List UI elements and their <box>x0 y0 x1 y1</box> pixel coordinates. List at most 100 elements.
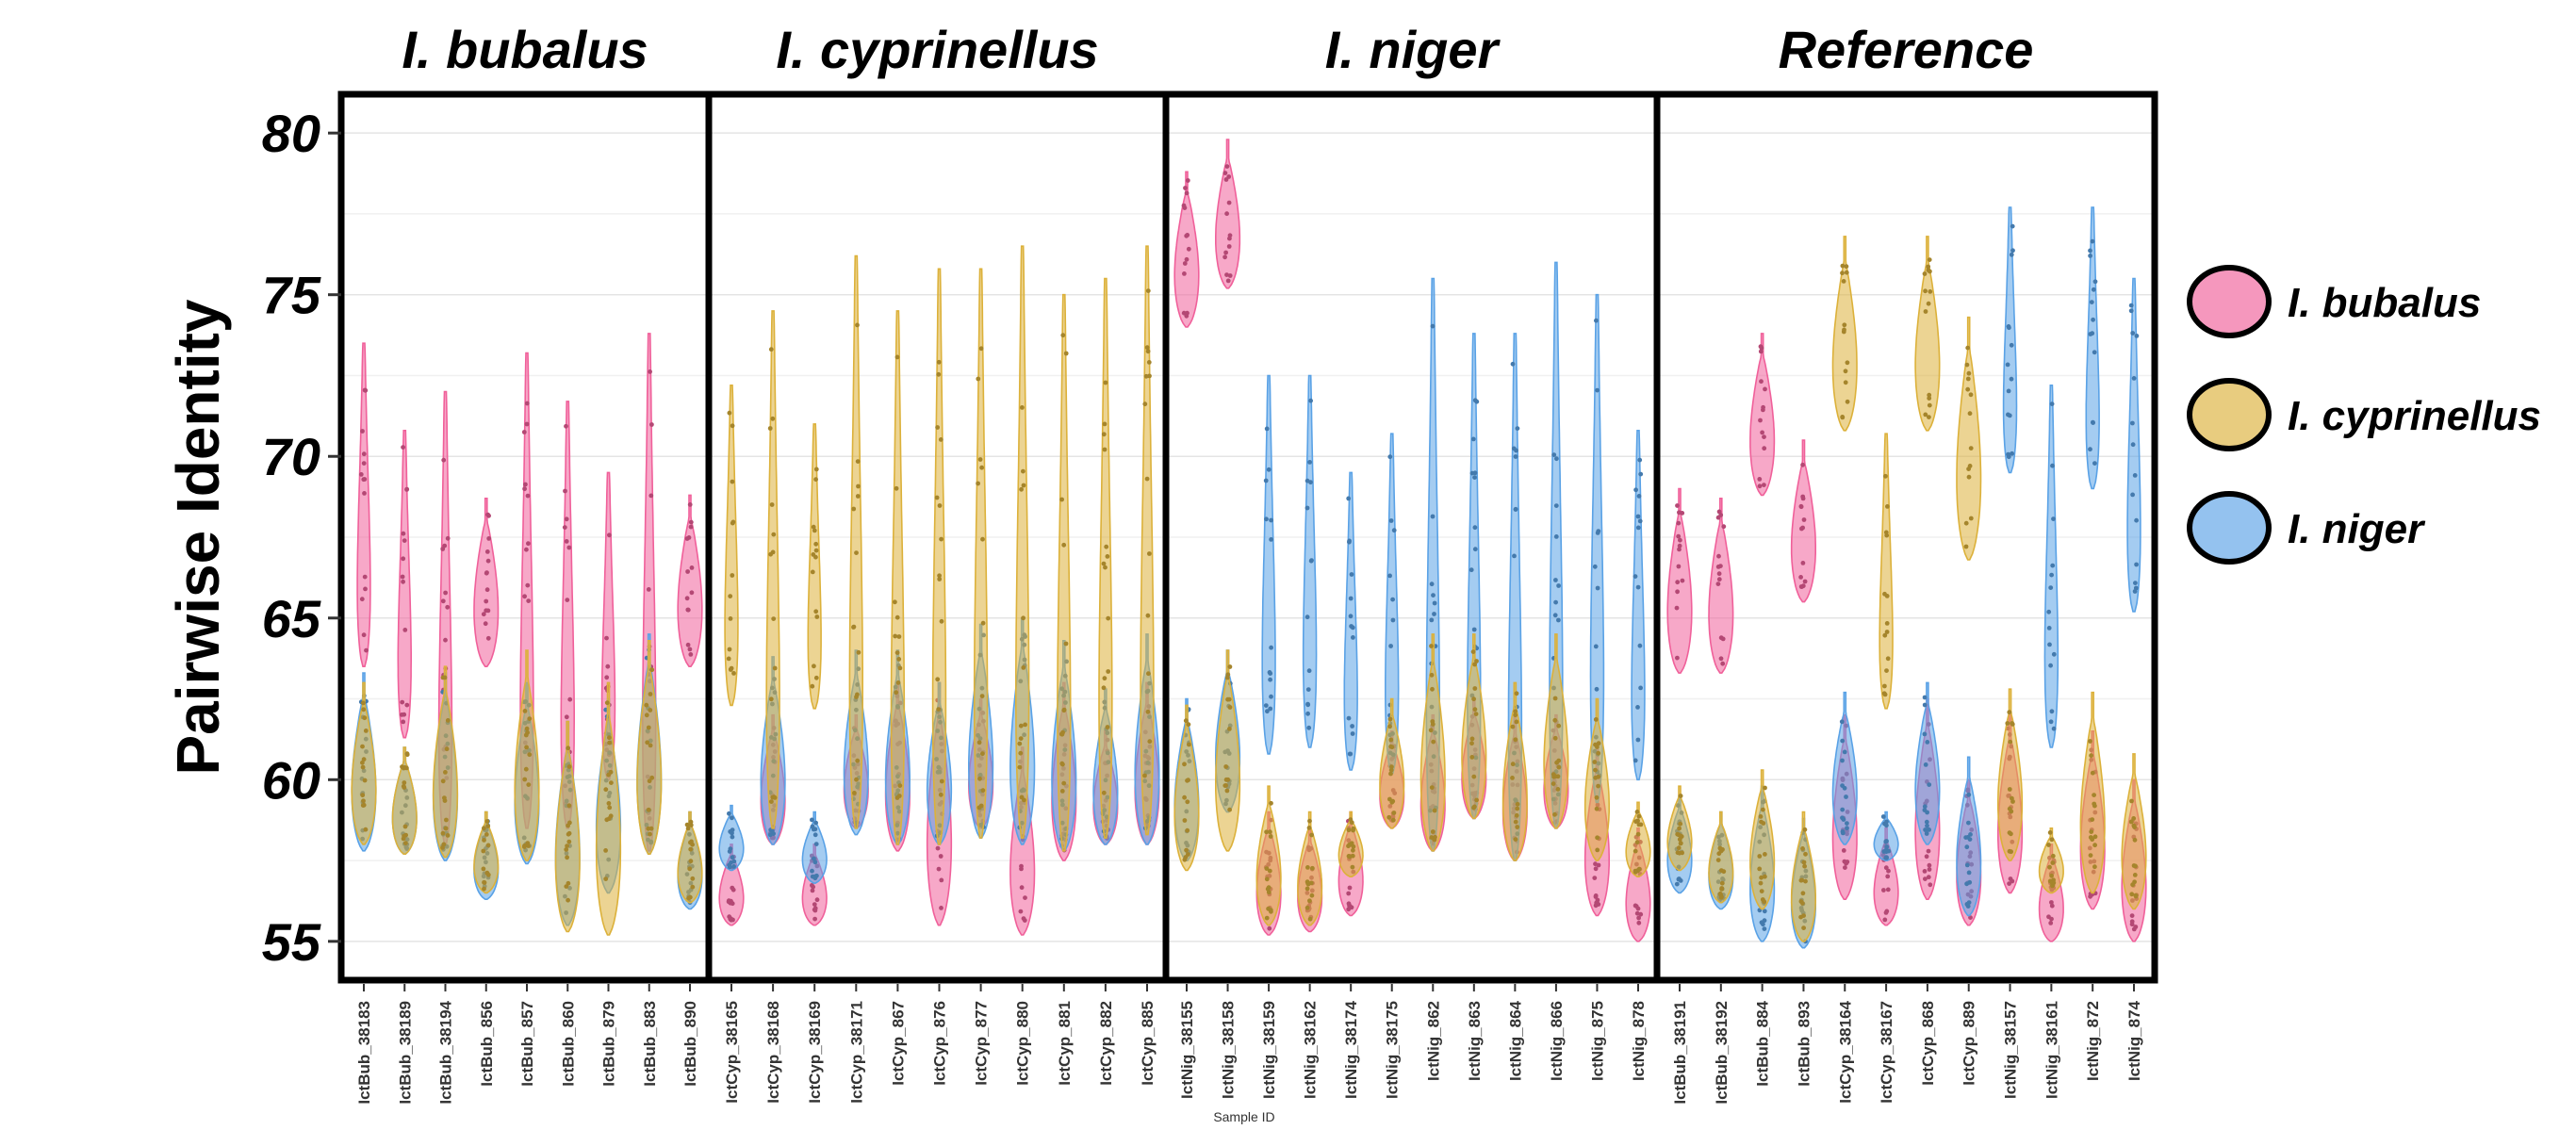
violin-nig-IctNig_878 <box>1631 430 1646 781</box>
data-point-cyp <box>1636 822 1642 827</box>
data-point-nig <box>2051 726 2057 731</box>
data-point-cyp <box>1633 868 1638 874</box>
data-point-bub <box>484 549 490 554</box>
x-tick-label: IctBub_857 <box>518 1001 536 1087</box>
data-point-bub <box>688 524 694 530</box>
data-point-cyp <box>362 715 368 721</box>
data-point-cyp <box>1968 516 1974 521</box>
data-point-bub <box>1762 446 1767 451</box>
data-point-cyp <box>770 416 776 421</box>
data-point-cyp <box>1758 814 1764 819</box>
data-point-cyp <box>1556 723 1562 729</box>
data-point-bub <box>605 663 611 669</box>
data-point-cyp <box>1268 829 1272 835</box>
violin-cyp-IctCyp_867 <box>890 310 906 845</box>
data-point-cyp <box>524 745 529 750</box>
data-point-cyp <box>935 425 940 430</box>
data-point-bub <box>685 569 690 574</box>
data-point-cyp <box>1390 817 1396 823</box>
data-point-bub <box>361 632 367 638</box>
data-point-cyp <box>1841 279 1846 284</box>
data-point-cyp <box>1928 269 1932 274</box>
data-point-nig <box>2051 651 2057 657</box>
data-point-nig <box>812 874 817 879</box>
violin-cyp-IctCyp_885 <box>1140 245 1155 836</box>
data-point-bub <box>1798 575 1803 580</box>
data-point-cyp <box>980 788 986 794</box>
data-point-cyp <box>1513 837 1518 842</box>
violin-group-IctBub_856 <box>473 498 500 900</box>
x-tick-label: IctCyp_881 <box>1056 1001 1074 1086</box>
data-point-cyp <box>1106 669 1111 674</box>
data-point-nig <box>2006 388 2011 394</box>
data-point-cyp <box>2092 793 2097 797</box>
data-point-cyp <box>1556 764 1562 770</box>
data-point-bub <box>1183 186 1188 190</box>
x-tick-label: IctNig_878 <box>1630 1001 1648 1081</box>
data-point-cyp <box>978 346 984 352</box>
data-point-cyp <box>1022 797 1026 803</box>
data-point-cyp <box>937 577 943 581</box>
violin-group-IctCyp_868 <box>1914 236 1941 900</box>
data-point-cyp <box>2092 843 2098 848</box>
data-point-nig <box>1925 823 1929 828</box>
violin-cyp-IctCyp_38168 <box>765 310 780 829</box>
x-tick-label: IctCyp_38171 <box>847 1001 865 1104</box>
data-point-nig <box>1264 426 1270 432</box>
data-point-cyp <box>361 798 366 804</box>
x-tick-label: IctCyp_877 <box>973 1001 991 1086</box>
data-point-nig <box>2048 719 2054 725</box>
data-point-nig <box>2130 442 2136 448</box>
data-point-cyp <box>813 477 818 483</box>
data-point-cyp <box>1966 370 1972 376</box>
data-point-nig <box>1841 817 1846 822</box>
x-tick-label: IctCyp_38169 <box>806 1001 824 1104</box>
data-point-nig <box>1635 525 1641 531</box>
data-point-cyp <box>730 423 735 429</box>
data-point-cyp <box>771 532 777 537</box>
data-point-nig <box>1595 387 1600 393</box>
data-point-bub <box>1185 233 1190 237</box>
data-point-cyp <box>2132 837 2138 843</box>
data-point-nig <box>1268 677 1272 682</box>
data-point-nig <box>1268 706 1273 712</box>
violin-cyp-IctNig_38162 <box>1297 811 1323 926</box>
data-point-cyp <box>1927 396 1932 401</box>
data-point-nig <box>2130 492 2136 498</box>
violin-nig-IctNig_38174 <box>1343 471 1358 771</box>
data-point-cyp <box>1429 785 1435 790</box>
data-point-cyp <box>1019 486 1024 492</box>
x-tick-label: IctNig_38161 <box>2043 1001 2060 1099</box>
data-point-cyp <box>648 692 653 696</box>
data-point-bub <box>648 493 654 499</box>
x-tick-label: IctNig_38158 <box>1220 1001 1238 1099</box>
data-point-cyp <box>1225 696 1230 702</box>
data-point-cyp <box>606 801 612 806</box>
data-point-cyp <box>1428 728 1434 733</box>
data-point-cyp <box>1594 794 1600 800</box>
data-point-cyp <box>1510 776 1515 780</box>
data-point-cyp <box>1474 797 1479 803</box>
data-point-bub <box>2129 913 2135 918</box>
data-point-cyp <box>855 322 860 328</box>
data-point-cyp <box>726 656 731 662</box>
data-point-bub <box>440 547 446 551</box>
x-tick-label: IctNig_875 <box>1588 1001 1606 1081</box>
data-point-bub <box>1720 661 1726 666</box>
data-point-bub <box>1922 869 1928 874</box>
data-point-cyp <box>603 787 609 793</box>
data-point-nig <box>1594 686 1600 692</box>
data-point-cyp <box>1761 821 1766 826</box>
violin-group-IctNig_38162 <box>1297 374 1323 933</box>
violin-group-IctBub_857 <box>514 352 540 865</box>
data-point-bub <box>1182 205 1188 211</box>
data-point-bub <box>1347 885 1353 891</box>
data-point-cyp <box>771 616 777 621</box>
data-point-bub <box>1678 537 1682 543</box>
x-tick-label: IctCyp_889 <box>1961 1001 1978 1086</box>
data-point-cyp <box>2010 722 2015 727</box>
data-point-cyp <box>604 700 610 706</box>
data-point-bub <box>1674 605 1680 611</box>
legend-label: I. cyprinellus <box>2288 393 2541 439</box>
data-point-cyp <box>1556 758 1562 763</box>
